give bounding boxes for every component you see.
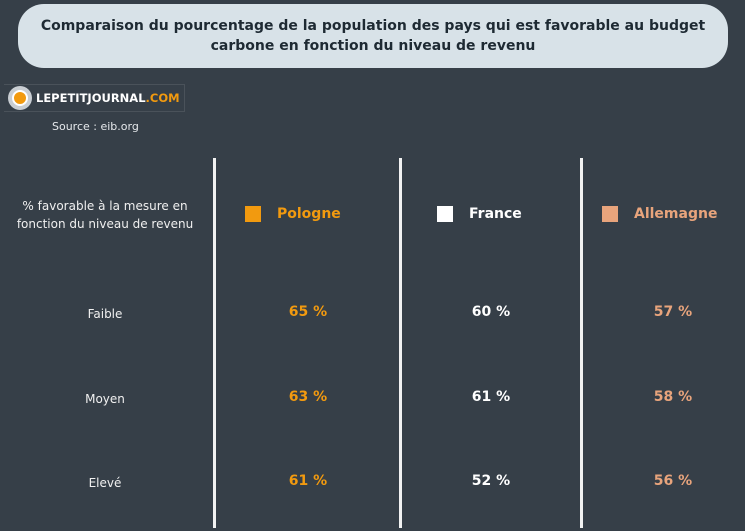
legend-swatch [245,206,261,222]
cell-value: 52 % [471,473,511,489]
logo-name: LEPETITJOURNAL [36,91,146,105]
legend-allemagne: Allemagne [602,206,717,222]
legend-label: Pologne [277,206,341,222]
divider [213,158,216,528]
row-label: Faible [87,307,123,321]
chart-title: Comparaison du pourcentage de la populat… [18,4,728,68]
logo-icon [8,86,32,110]
cell-value: 63 % [288,389,328,405]
legend-swatch [602,206,618,222]
source: Source : eib.org [52,120,139,133]
logo-suffix: .COM [145,91,180,105]
legend-france: France [437,206,522,222]
logo: LEPETITJOURNAL.COM [4,84,185,112]
row-label: Moyen [85,392,125,406]
legend-label: Allemagne [634,206,718,222]
row-header: % favorable à la mesure en fonction du n… [16,199,194,231]
cell-value: 61 % [471,389,511,405]
divider [399,158,402,528]
divider [580,158,583,528]
cell-value: 65 % [288,304,328,320]
legend-label: France [469,206,522,222]
cell-value: 60 % [471,304,511,320]
cell-value: 58 % [653,389,693,405]
legend-swatch [437,206,453,222]
cell-value: 61 % [288,473,328,489]
row-label: Elevé [88,476,122,490]
legend-pologne: Pologne [245,206,341,222]
cell-value: 57 % [653,304,693,320]
cell-value: 56 % [653,473,693,489]
